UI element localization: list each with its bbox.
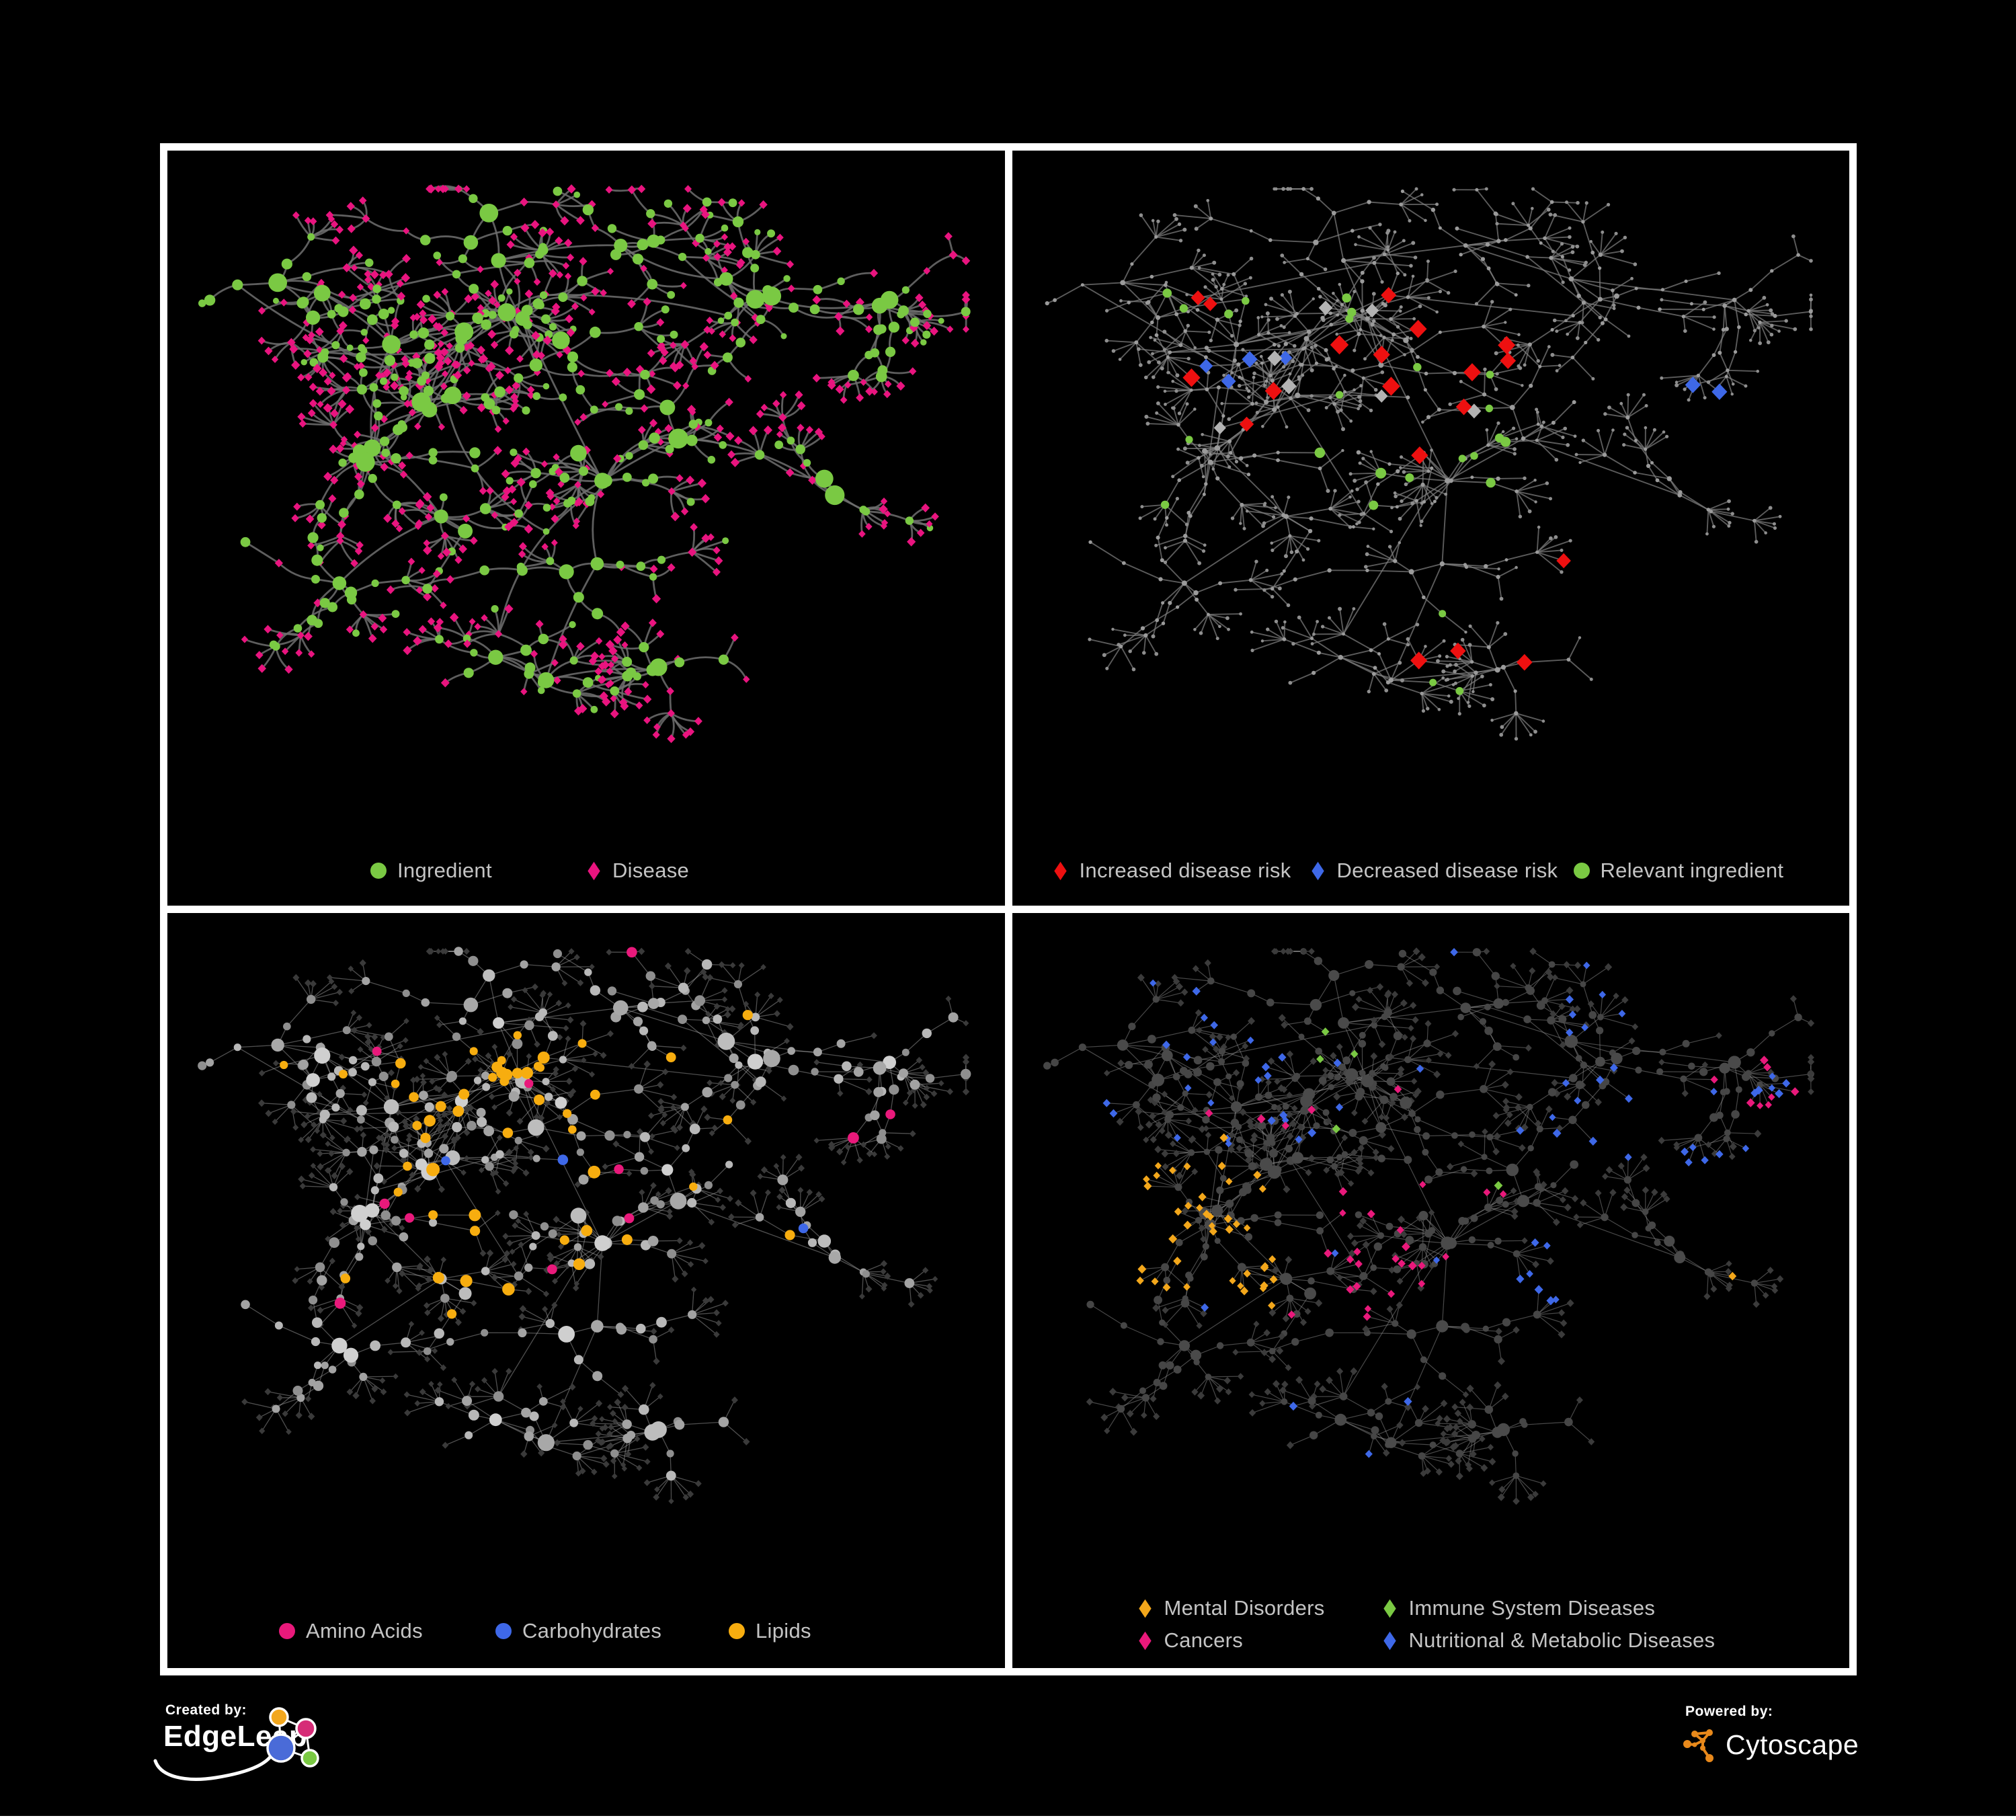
legend-item-carbohydrates: Carbohydrates bbox=[495, 1619, 661, 1643]
lipids-marker-icon bbox=[729, 1623, 745, 1639]
legend-item-amino-acids: Amino Acids bbox=[278, 1619, 423, 1643]
legend-label: Immune System Diseases bbox=[1408, 1596, 1656, 1620]
carbohydrates-marker-icon bbox=[495, 1623, 512, 1639]
legend-label: Cancers bbox=[1164, 1628, 1244, 1652]
network-graph-ingredient-disease bbox=[198, 184, 971, 744]
legend-label: Mental Disorders bbox=[1164, 1596, 1325, 1620]
network-panel-disease-risk: Increased disease risk Decreased disease… bbox=[1012, 151, 1849, 906]
legend-label: Amino Acids bbox=[306, 1619, 423, 1643]
legend-label: Ingredient bbox=[397, 859, 492, 882]
legend-label: Relevant ingredient bbox=[1600, 859, 1784, 882]
network-graph-disease-risk bbox=[1045, 187, 1813, 741]
panel-grid: Ingredient Disease Increased disease ris… bbox=[160, 143, 1857, 1675]
legend-item-mental-disorders: Mental Disorders bbox=[1137, 1596, 1325, 1620]
network-panel-ingredient-disease: Ingredient Disease bbox=[167, 151, 1005, 906]
powered-by-label: Powered by: bbox=[1685, 1704, 1773, 1719]
nutritional-metabolic-marker-icon bbox=[1383, 1631, 1396, 1650]
legend-item-increased-risk: Increased disease risk bbox=[1052, 859, 1291, 883]
cytoscape-logo-text: Cytoscape bbox=[1726, 1729, 1859, 1760]
legend-item-immune-system-diseases: Immune System Diseases bbox=[1381, 1596, 1656, 1620]
network-panel-nutrient-classes: Amino Acids Carbohydrates Lipids bbox=[167, 913, 1005, 1668]
increased-risk-marker-icon bbox=[1054, 861, 1067, 880]
edgeleap-logo-icon bbox=[153, 1707, 319, 1781]
legend-item-relevant-ingredient: Relevant ingredient bbox=[1573, 859, 1784, 883]
legend-label: Decreased disease risk bbox=[1336, 859, 1558, 882]
created-by-label: Created by: bbox=[165, 1702, 247, 1718]
immune-system-marker-icon bbox=[1383, 1599, 1396, 1618]
decreased-risk-marker-icon bbox=[1312, 861, 1324, 880]
legend-item-nutritional-metabolic: Nutritional & Metabolic Diseases bbox=[1381, 1628, 1716, 1653]
legend-item-ingredient: Ingredient bbox=[370, 859, 492, 883]
legend-label: Increased disease risk bbox=[1079, 859, 1291, 882]
legend-item-disease: Disease bbox=[585, 859, 689, 883]
network-panel-disease-classes: Mental Disorders Immune System Diseases … bbox=[1012, 913, 1849, 1668]
disease-marker-icon bbox=[587, 861, 600, 880]
ingredient-marker-icon bbox=[370, 863, 387, 879]
network-graph-nutrient-classes bbox=[198, 947, 971, 1505]
legend-label: Carbohydrates bbox=[522, 1619, 662, 1643]
legend-item-cancers: Cancers bbox=[1137, 1628, 1244, 1653]
relevant-ingredient-marker-icon bbox=[1573, 863, 1590, 879]
legend-item-lipids: Lipids bbox=[728, 1619, 811, 1643]
cytoscape-logo-icon bbox=[1683, 1729, 1713, 1762]
legend-label: Lipids bbox=[756, 1619, 811, 1643]
legend-label: Disease bbox=[612, 859, 690, 882]
mental-disorders-marker-icon bbox=[1139, 1599, 1152, 1618]
cancers-marker-icon bbox=[1139, 1631, 1152, 1650]
legend-label: Nutritional & Metabolic Diseases bbox=[1408, 1628, 1716, 1652]
network-graph-disease-classes bbox=[1043, 947, 1814, 1505]
bottom-divider bbox=[0, 1816, 2016, 1820]
legend-item-decreased-risk: Decreased disease risk bbox=[1309, 859, 1558, 883]
amino-acids-marker-icon bbox=[279, 1623, 295, 1639]
